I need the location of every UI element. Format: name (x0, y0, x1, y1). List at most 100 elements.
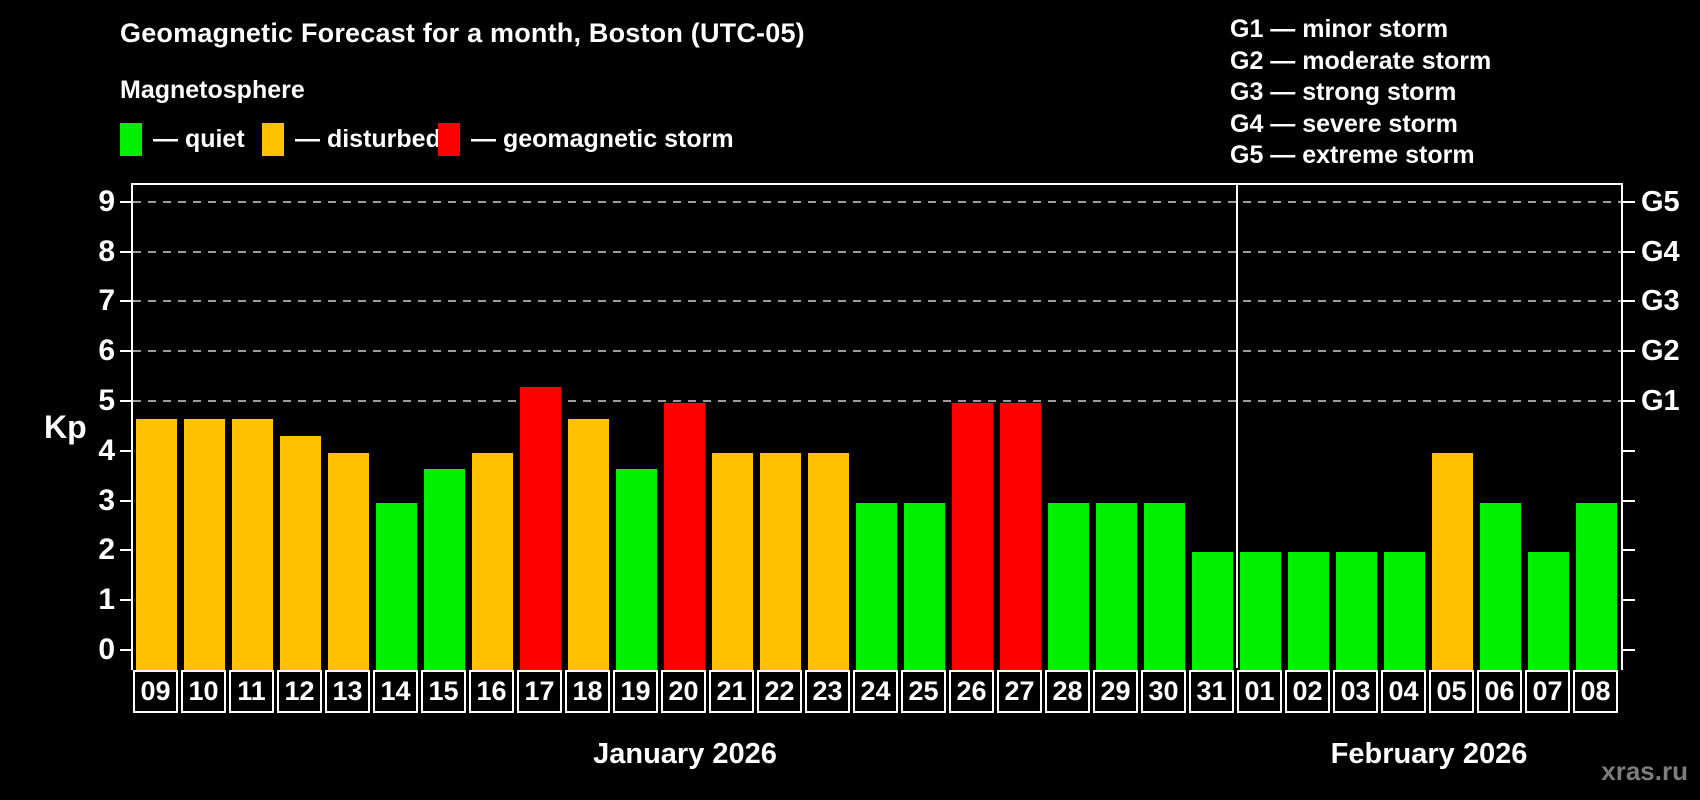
disturbed-swatch-icon (262, 123, 284, 156)
right-tick-8 (1621, 250, 1635, 253)
right-tick-7 (1621, 300, 1635, 303)
kp-axis-label: Kp (44, 409, 87, 445)
date-cell-20: 20 (661, 670, 706, 713)
kp-bar-18 (568, 419, 609, 670)
date-cell-22: 22 (757, 670, 802, 713)
kp-bar-28 (1048, 502, 1089, 670)
date-cell-19: 19 (613, 670, 658, 713)
kp-tick-label-4: 4 (98, 433, 115, 467)
date-cell-28: 28 (1045, 670, 1090, 713)
kp-tick-label-3: 3 (98, 483, 115, 517)
month-separator-line (1236, 185, 1238, 668)
g-tick-label-g4: G4 (1641, 235, 1680, 268)
watermark: xras.ru (1601, 756, 1688, 786)
g4-legend-line: G4 — severe storm (1230, 109, 1458, 138)
gridline-kp5 (133, 400, 1621, 402)
g-tick-label-g2: G2 (1641, 335, 1680, 368)
kp-tick-label-9: 9 (98, 184, 115, 218)
kp-tick-label-8: 8 (98, 234, 115, 268)
date-cell-14: 14 (373, 670, 418, 713)
kp-bar-13 (328, 452, 369, 670)
kp-bar-20 (664, 403, 705, 670)
kp-bar-05 (1432, 452, 1473, 670)
date-cell-18: 18 (565, 670, 610, 713)
kp-bar-30 (1144, 502, 1185, 670)
kp-bar-16 (472, 452, 513, 670)
g-tick-label-g3: G3 (1641, 285, 1680, 318)
g2-legend-line: G2 — moderate storm (1230, 46, 1492, 75)
kp-tick-label-2: 2 (98, 533, 115, 567)
date-cell-09: 09 (133, 670, 178, 713)
left-tick-3 (120, 499, 133, 502)
kp-bar-22 (760, 452, 801, 670)
g-tick-label-g1: G1 (1641, 385, 1680, 417)
left-tick-5 (120, 400, 133, 402)
date-cell-15: 15 (421, 670, 466, 713)
kp-tick-label-6: 6 (98, 334, 115, 368)
date-cell-04: 04 (1381, 670, 1426, 713)
kp-bar-24 (856, 502, 897, 670)
kp-bar-10 (184, 419, 225, 670)
kp-bar-23 (808, 452, 849, 670)
legend-label-storm: — geomagnetic storm (471, 125, 734, 153)
kp-bar-11 (232, 419, 273, 670)
kp-bar-25 (904, 502, 945, 670)
left-tick-0 (120, 649, 133, 651)
kp-bar-14 (376, 502, 417, 670)
date-cell-16: 16 (469, 670, 514, 713)
right-tick-1 (1621, 599, 1635, 602)
date-cell-17: 17 (517, 670, 562, 713)
gridline-kp8 (133, 250, 1621, 253)
kp-bar-26 (952, 403, 993, 670)
kp-bar-04 (1384, 552, 1425, 670)
kp-tick-label-0: 0 (98, 633, 115, 666)
date-cell-03: 03 (1333, 670, 1378, 713)
g3-legend-line: G3 — strong storm (1230, 78, 1457, 106)
right-tick-3 (1621, 499, 1635, 502)
date-cell-12: 12 (277, 670, 322, 713)
g-scale-legend: G1 — minor storm G2 — moderate storm G3 … (1230, 14, 1491, 172)
date-cell-05: 05 (1429, 670, 1474, 713)
legend-item-disturbed: — disturbed (262, 123, 441, 156)
kp-bar-17 (520, 386, 561, 670)
storm-swatch-icon (438, 123, 460, 156)
date-cell-31: 31 (1189, 670, 1234, 713)
gridline-kp7 (133, 300, 1621, 303)
date-cell-10: 10 (181, 670, 226, 713)
date-cell-01: 01 (1237, 670, 1282, 713)
date-cell-23: 23 (805, 670, 850, 713)
date-cell-27: 27 (997, 670, 1042, 713)
kp-bar-27 (1000, 403, 1041, 670)
left-tick-2 (120, 549, 133, 552)
date-cell-25: 25 (901, 670, 946, 713)
right-tick-9 (1621, 200, 1635, 203)
date-cell-26: 26 (949, 670, 994, 713)
month-label-january: January 2026 (593, 738, 777, 770)
legend-item-storm: — geomagnetic storm (438, 123, 734, 156)
kp-bar-06 (1480, 502, 1521, 670)
date-cell-06: 06 (1477, 670, 1522, 713)
date-cell-30: 30 (1141, 670, 1186, 713)
right-tick-2 (1621, 549, 1635, 552)
magnetosphere-label: Magnetosphere (120, 76, 305, 104)
legend-label-quiet: — quiet (153, 125, 245, 153)
left-tick-4 (120, 449, 133, 452)
plot-area (131, 183, 1623, 670)
kp-bar-01 (1240, 552, 1281, 670)
kp-bar-31 (1192, 552, 1233, 670)
kp-bar-15 (424, 469, 465, 670)
gridline-kp9 (133, 200, 1621, 203)
date-cell-29: 29 (1093, 670, 1138, 713)
left-tick-7 (120, 300, 133, 303)
left-tick-6 (120, 350, 133, 353)
date-cell-02: 02 (1285, 670, 1330, 713)
legend-label-disturbed: — disturbed (295, 125, 441, 153)
kp-bar-29 (1096, 502, 1137, 670)
left-tick-1 (120, 599, 133, 602)
kp-bar-12 (280, 436, 321, 670)
kp-bar-07 (1528, 552, 1569, 670)
kp-bar-02 (1288, 552, 1329, 670)
month-label-february: February 2026 (1330, 738, 1528, 770)
chart-title: Geomagnetic Forecast for a month, Boston… (120, 18, 805, 48)
